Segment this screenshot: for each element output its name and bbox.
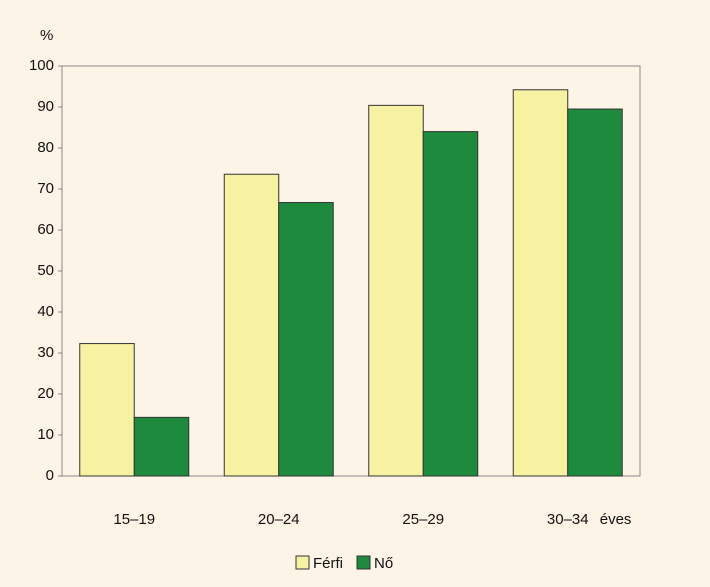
bar (133, 416, 190, 477)
y-tick-label: 50 (37, 262, 54, 279)
bar (422, 131, 479, 477)
legend-swatch (295, 555, 310, 570)
y-axis-label: % (40, 27, 53, 44)
x-tick-label: 25–29 (402, 511, 444, 528)
bar (512, 89, 569, 477)
y-tick-label: 90 (37, 98, 54, 115)
y-tick-label: 100 (29, 57, 54, 74)
x-tick-label: 20–24 (258, 511, 300, 528)
legend-swatch (356, 555, 371, 570)
y-tick-label: 10 (37, 426, 54, 443)
bar (223, 173, 280, 477)
x-tick-label: 30–34 (547, 511, 589, 528)
x-tick-label: 15–19 (113, 511, 155, 528)
bar (79, 343, 135, 477)
y-tick-label: 40 (37, 303, 54, 320)
bar (368, 104, 424, 477)
bar (567, 108, 623, 477)
y-tick-label: 80 (37, 139, 54, 156)
y-tick-label: 0 (46, 467, 54, 484)
y-tick-label: 60 (37, 221, 54, 238)
y-tick-label: 30 (37, 344, 54, 361)
x-axis-label: éves (600, 511, 632, 528)
y-tick-label: 20 (37, 385, 54, 402)
legend-label: Nő (374, 555, 393, 572)
legend-label: Férfi (313, 555, 343, 572)
bar (278, 202, 334, 477)
y-tick-label: 70 (37, 180, 54, 197)
